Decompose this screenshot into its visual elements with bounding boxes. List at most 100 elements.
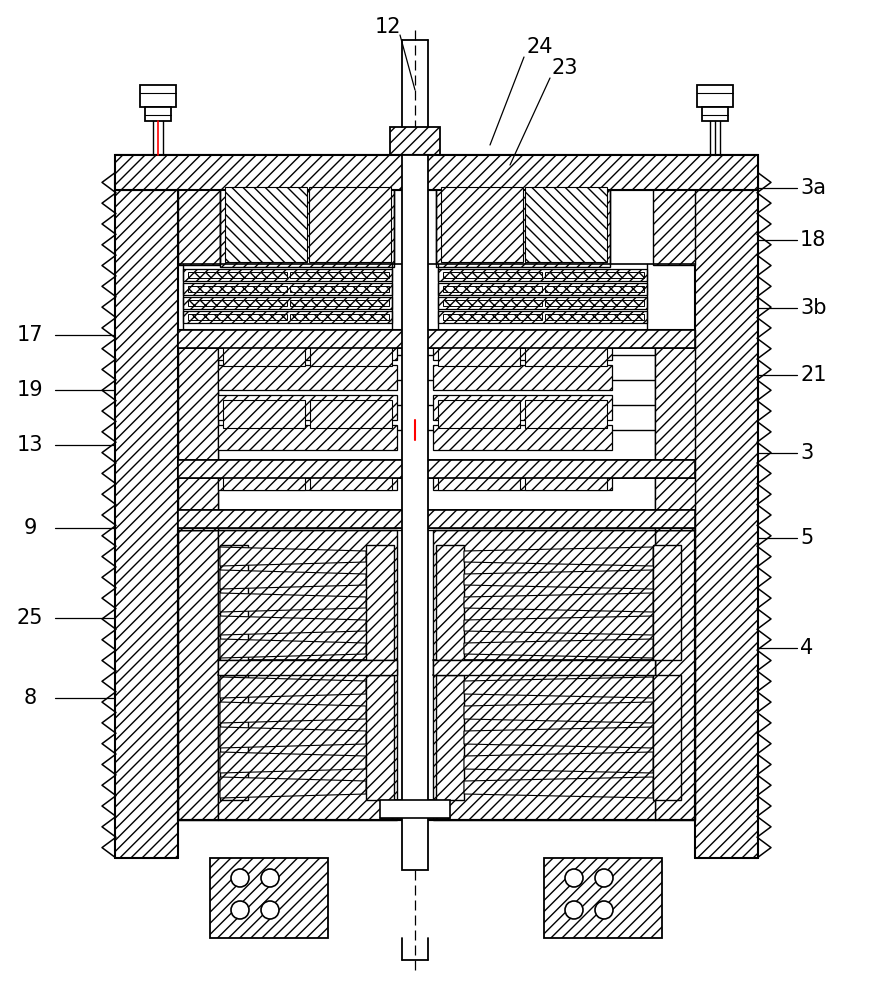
Bar bbox=[525, 462, 607, 490]
Bar bbox=[390, 127, 440, 155]
Bar bbox=[525, 187, 607, 262]
Text: 18: 18 bbox=[800, 230, 826, 250]
Bar bbox=[438, 400, 520, 428]
Text: 8: 8 bbox=[24, 688, 37, 708]
Polygon shape bbox=[220, 593, 366, 612]
Polygon shape bbox=[220, 777, 366, 798]
Circle shape bbox=[231, 869, 249, 887]
Bar bbox=[188, 314, 287, 320]
Bar bbox=[443, 286, 542, 292]
Bar bbox=[545, 314, 644, 320]
Circle shape bbox=[231, 901, 249, 919]
Circle shape bbox=[261, 869, 279, 887]
Bar bbox=[655, 530, 695, 820]
Polygon shape bbox=[220, 727, 366, 748]
Bar bbox=[115, 172, 178, 858]
Bar bbox=[225, 187, 307, 262]
Bar bbox=[702, 107, 728, 121]
Polygon shape bbox=[464, 677, 653, 698]
Bar bbox=[210, 858, 328, 938]
Polygon shape bbox=[464, 752, 653, 773]
Text: 23: 23 bbox=[552, 58, 578, 78]
Bar bbox=[438, 462, 520, 490]
Bar bbox=[433, 365, 612, 390]
Text: 12: 12 bbox=[374, 17, 402, 37]
Bar bbox=[438, 283, 647, 295]
Bar bbox=[443, 314, 542, 320]
Bar bbox=[310, 400, 392, 428]
Bar bbox=[438, 297, 647, 309]
Bar bbox=[218, 425, 397, 450]
Bar bbox=[223, 400, 305, 428]
Polygon shape bbox=[464, 570, 653, 589]
Polygon shape bbox=[220, 547, 366, 566]
Bar bbox=[545, 286, 644, 292]
Bar bbox=[653, 675, 681, 800]
Bar bbox=[433, 425, 612, 450]
Circle shape bbox=[565, 869, 583, 887]
Bar bbox=[545, 272, 644, 278]
Bar bbox=[218, 395, 397, 420]
Bar bbox=[178, 460, 695, 478]
Bar bbox=[380, 800, 450, 818]
Text: 19: 19 bbox=[17, 380, 44, 400]
Bar bbox=[188, 286, 287, 292]
Bar bbox=[290, 300, 389, 306]
Polygon shape bbox=[220, 702, 366, 723]
Bar bbox=[218, 365, 397, 390]
Bar bbox=[183, 311, 392, 323]
Bar bbox=[309, 187, 391, 262]
Bar bbox=[188, 272, 287, 278]
Bar bbox=[290, 272, 389, 278]
Bar bbox=[178, 330, 695, 348]
Bar bbox=[653, 177, 695, 265]
Polygon shape bbox=[464, 777, 653, 798]
Circle shape bbox=[595, 901, 613, 919]
Text: 17: 17 bbox=[17, 325, 43, 345]
Bar bbox=[223, 338, 305, 366]
Bar bbox=[290, 314, 389, 320]
Text: 3a: 3a bbox=[800, 178, 826, 198]
Text: 4: 4 bbox=[800, 638, 813, 658]
Bar bbox=[525, 400, 607, 428]
Circle shape bbox=[261, 901, 279, 919]
Bar bbox=[433, 660, 655, 675]
Bar bbox=[695, 172, 758, 858]
Polygon shape bbox=[220, 616, 366, 635]
Bar bbox=[178, 510, 695, 528]
Bar bbox=[697, 85, 733, 107]
Bar bbox=[220, 182, 394, 267]
Bar bbox=[443, 272, 542, 278]
Polygon shape bbox=[464, 547, 653, 566]
Text: 5: 5 bbox=[800, 528, 813, 548]
Text: 3: 3 bbox=[800, 443, 813, 463]
Bar bbox=[433, 465, 612, 490]
Bar bbox=[655, 330, 695, 530]
Text: 25: 25 bbox=[17, 608, 43, 628]
Bar bbox=[653, 545, 681, 660]
Bar bbox=[402, 155, 428, 870]
Polygon shape bbox=[464, 616, 653, 635]
Polygon shape bbox=[220, 677, 366, 698]
Polygon shape bbox=[464, 702, 653, 723]
Bar bbox=[115, 155, 758, 190]
Bar bbox=[438, 311, 647, 323]
Bar bbox=[188, 300, 287, 306]
Bar bbox=[218, 465, 397, 490]
Text: 9: 9 bbox=[24, 518, 37, 538]
Polygon shape bbox=[464, 593, 653, 612]
Polygon shape bbox=[220, 570, 366, 589]
Bar bbox=[544, 858, 662, 938]
Bar bbox=[433, 335, 612, 360]
Text: 24: 24 bbox=[527, 37, 553, 57]
Bar bbox=[183, 269, 392, 281]
Text: 21: 21 bbox=[800, 365, 827, 385]
Bar bbox=[525, 338, 607, 366]
Bar bbox=[218, 530, 397, 820]
Bar bbox=[433, 395, 612, 420]
Text: 3b: 3b bbox=[800, 298, 827, 318]
Bar bbox=[438, 338, 520, 366]
Bar bbox=[220, 675, 248, 800]
Bar bbox=[545, 300, 644, 306]
Bar bbox=[310, 338, 392, 366]
